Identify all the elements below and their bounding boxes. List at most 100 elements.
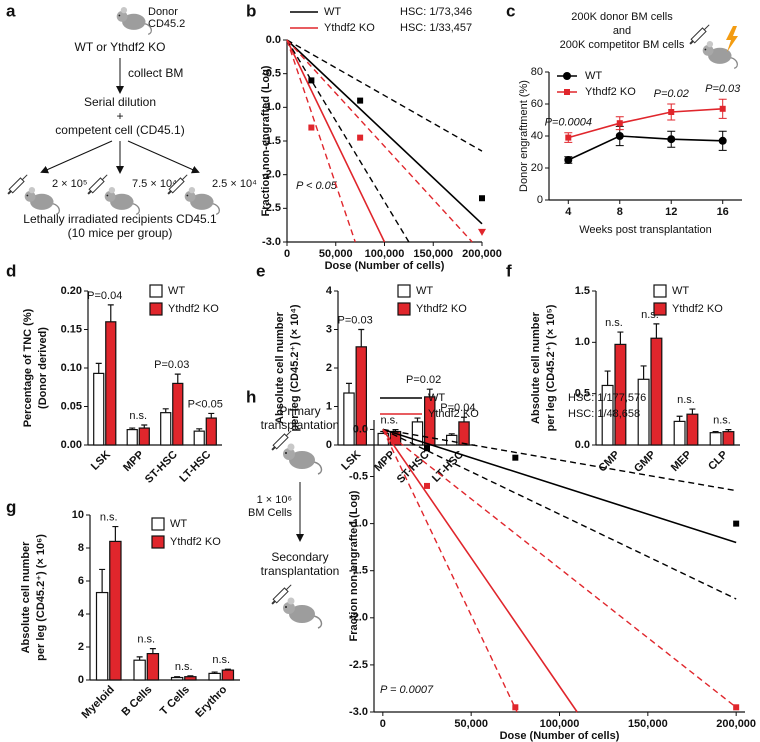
- series-line: [286, 39, 473, 243]
- diagram-text: 1 × 10⁶: [257, 494, 292, 506]
- legend-swatch: [397, 302, 411, 316]
- error-bar: [129, 427, 136, 430]
- diagram-text: WT or Ythdf2 KO: [75, 40, 166, 54]
- syringe-plunger: [87, 190, 92, 195]
- error-bar: [414, 417, 421, 422]
- x-tick-label: 200,000: [716, 718, 756, 730]
- data-point: [357, 97, 364, 104]
- annotation: P=0.02: [406, 374, 441, 386]
- mouse-body: [289, 605, 315, 623]
- annotation: P=0.04: [440, 402, 475, 414]
- diagram-text: Lethally irradiated recipients CD45.1: [23, 212, 217, 226]
- error-bar: [187, 675, 194, 677]
- y-tick-label: -2.5: [349, 659, 368, 671]
- y-axis-label: per leg (CD45.2⁺) (× 10⁵): [545, 304, 557, 431]
- x-tick-label: LSK: [339, 449, 363, 473]
- y-tick-label: -1.5: [262, 135, 281, 147]
- syringe-icon: [7, 174, 28, 195]
- diagram-text: 2.5 × 10⁴: [212, 178, 257, 190]
- y-tick-label: 3: [326, 323, 332, 335]
- y-axis-label: Percentage of TNC (%): [22, 308, 34, 427]
- series-line: [382, 428, 737, 544]
- panel-label: b: [246, 1, 256, 20]
- y-tick-label: -0.5: [349, 470, 368, 482]
- mouse-icon: [283, 443, 323, 475]
- syringe-needle: [101, 174, 108, 181]
- y-axis-label: per leg (CD45.2⁺) (× 10⁴): [289, 304, 301, 431]
- x-tick-label: 16: [717, 206, 729, 218]
- error-bar: [141, 424, 148, 429]
- series-line: [382, 428, 578, 713]
- y-axis-label: (Donor derived): [37, 327, 49, 409]
- annotation: P=0.0004: [545, 117, 592, 129]
- data-point: [308, 77, 315, 84]
- mouse-body: [289, 451, 315, 469]
- mouse-head: [283, 448, 295, 460]
- mouse-tail: [52, 202, 61, 216]
- bar: [208, 672, 221, 681]
- legend-label: WT: [585, 70, 602, 82]
- bar: [109, 540, 122, 681]
- syringe-plunger: [271, 600, 276, 605]
- syringe-plunger: [271, 446, 276, 451]
- bar: [709, 432, 722, 446]
- data-point: [564, 156, 573, 164]
- arrow: [40, 140, 113, 174]
- annotation: P=0.03: [338, 314, 373, 326]
- legend-swatch: [653, 302, 667, 316]
- y-axis-label: Donor engraftment (%): [518, 80, 530, 192]
- error-bar: [461, 416, 468, 422]
- error-bar: [99, 568, 106, 593]
- series-line: [382, 428, 737, 600]
- data-point: [719, 105, 726, 112]
- legend-label: WT: [170, 518, 187, 530]
- y-tick-label: 0.20: [61, 285, 82, 297]
- y-tick-label: 0.0: [266, 34, 281, 46]
- mouse-ear: [287, 443, 295, 451]
- data-point: [478, 228, 486, 236]
- y-tick-label: -1.0: [349, 518, 368, 530]
- mouse-tail: [132, 202, 141, 216]
- mouse-icon: [702, 40, 739, 70]
- bar: [93, 372, 105, 446]
- error-bar: [112, 525, 119, 542]
- x-tick-label: MPP: [121, 449, 146, 474]
- error-bar: [224, 668, 231, 671]
- y-tick-label: 6: [78, 575, 84, 587]
- y-axis-label: Fraction non-engrafted (Log): [348, 490, 360, 641]
- diagram-text: transplantation: [261, 418, 340, 432]
- legend-frequency: HSC: 1/177,576: [568, 392, 646, 404]
- x-axis-label: Dose (Number of cells): [325, 260, 445, 272]
- lightning-icon: [726, 26, 738, 52]
- mouse-head: [24, 191, 36, 202]
- data-point: [616, 120, 623, 127]
- error-bar: [211, 671, 218, 674]
- data-point: [615, 132, 624, 140]
- y-axis-label: Fraction non-engrafted (Log): [260, 65, 272, 216]
- data-point: [733, 704, 740, 711]
- x-axis-label: Dose (Number of cells): [500, 730, 620, 742]
- syringe-barrel: [8, 177, 25, 194]
- error-bar: [174, 676, 181, 678]
- series-line: [382, 428, 737, 708]
- diagram-text: BM Cells: [248, 507, 293, 519]
- mouse-tail: [313, 615, 323, 629]
- mouse-eye: [106, 194, 109, 197]
- syringe-plunger: [167, 190, 172, 195]
- data-point: [667, 135, 676, 144]
- y-tick-label: -1.0: [262, 101, 281, 113]
- diagram-text: Primary: [279, 404, 320, 418]
- panel-label: g: [6, 497, 16, 516]
- bar: [160, 412, 172, 446]
- mouse-eye: [26, 194, 29, 197]
- y-tick-label: 1.0: [575, 336, 590, 348]
- bar: [138, 427, 150, 446]
- error-bar: [426, 388, 433, 397]
- x-tick-label: CMP: [596, 449, 622, 475]
- syringe-needle: [21, 174, 28, 181]
- x-tick-label: 0: [380, 718, 386, 730]
- y-tick-label: 40: [531, 130, 543, 142]
- mouse-icon: [184, 186, 221, 216]
- data-point: [668, 109, 675, 115]
